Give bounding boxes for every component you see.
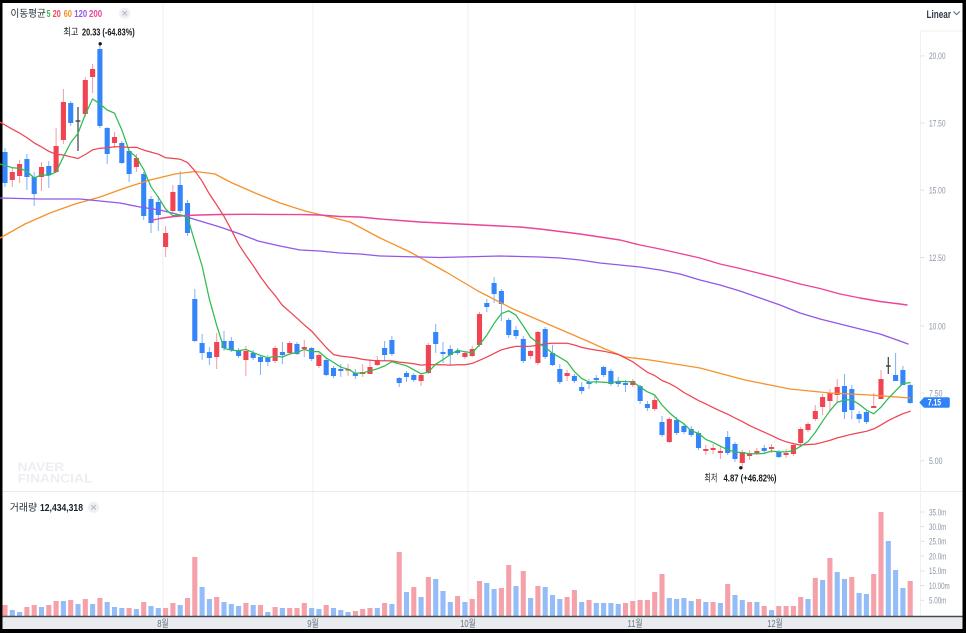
svg-text:17.50: 17.50 xyxy=(929,118,946,129)
svg-text:200: 200 xyxy=(89,9,103,20)
svg-text:25.0m: 25.0m xyxy=(929,537,946,548)
svg-text:10.00m: 10.00m xyxy=(929,581,950,592)
svg-text:35.0m: 35.0m xyxy=(929,507,946,518)
svg-text:20: 20 xyxy=(53,9,61,20)
svg-text:20.33 (-64.83%): 20.33 (-64.83%) xyxy=(82,27,135,39)
svg-text:최저: 최저 xyxy=(704,473,717,485)
svg-text:7.15: 7.15 xyxy=(928,398,941,408)
svg-text:10월: 10월 xyxy=(460,618,476,630)
svg-text:7.50: 7.50 xyxy=(929,388,943,399)
svg-text:거래량: 거래량 xyxy=(10,502,37,514)
svg-text:Linear: Linear xyxy=(927,9,952,21)
svg-text:이동평균: 이동평균 xyxy=(11,8,46,20)
svg-text:60: 60 xyxy=(64,9,73,20)
svg-text:최고: 최고 xyxy=(63,27,78,39)
svg-text:NAVER: NAVER xyxy=(18,460,65,474)
svg-text:5.00: 5.00 xyxy=(929,456,943,467)
svg-text:11월: 11월 xyxy=(628,618,643,630)
svg-text:120: 120 xyxy=(74,9,87,20)
svg-text:12월: 12월 xyxy=(767,618,783,630)
svg-text:12,434,318: 12,434,318 xyxy=(40,502,83,514)
svg-text:9월: 9월 xyxy=(307,618,319,630)
svg-text:15.0m: 15.0m xyxy=(929,566,946,577)
svg-text:5.00m: 5.00m xyxy=(929,596,946,607)
svg-text:20.00: 20.00 xyxy=(929,51,946,62)
svg-text:12.50: 12.50 xyxy=(929,253,946,264)
svg-text:4.87 (+46.82%): 4.87 (+46.82%) xyxy=(724,473,777,485)
svg-text:20.0m: 20.0m xyxy=(929,551,946,562)
svg-text:10.00: 10.00 xyxy=(929,321,946,332)
svg-text:30.0m: 30.0m xyxy=(929,522,946,533)
svg-text:15.00: 15.00 xyxy=(929,186,946,197)
svg-text:FINANCIAL: FINANCIAL xyxy=(18,471,93,485)
svg-text:8월: 8월 xyxy=(157,618,169,630)
svg-text:5: 5 xyxy=(47,9,51,20)
